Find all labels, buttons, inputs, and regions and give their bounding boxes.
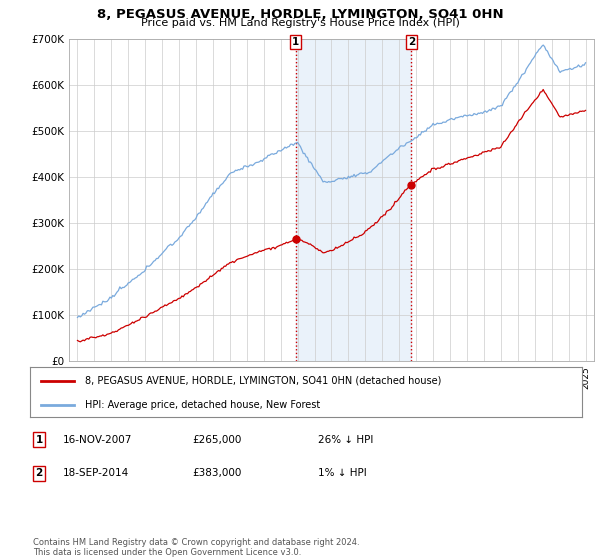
- Text: 18-SEP-2014: 18-SEP-2014: [63, 468, 129, 478]
- Text: 2: 2: [408, 37, 415, 47]
- Text: 1: 1: [292, 37, 299, 47]
- Text: 1% ↓ HPI: 1% ↓ HPI: [318, 468, 367, 478]
- Text: 2: 2: [35, 468, 43, 478]
- Text: 1: 1: [35, 435, 43, 445]
- Text: £383,000: £383,000: [192, 468, 241, 478]
- Text: 8, PEGASUS AVENUE, HORDLE, LYMINGTON, SO41 0HN: 8, PEGASUS AVENUE, HORDLE, LYMINGTON, SO…: [97, 8, 503, 21]
- Text: 16-NOV-2007: 16-NOV-2007: [63, 435, 133, 445]
- Text: HPI: Average price, detached house, New Forest: HPI: Average price, detached house, New …: [85, 400, 320, 409]
- Text: 8, PEGASUS AVENUE, HORDLE, LYMINGTON, SO41 0HN (detached house): 8, PEGASUS AVENUE, HORDLE, LYMINGTON, SO…: [85, 376, 442, 386]
- Text: 26% ↓ HPI: 26% ↓ HPI: [318, 435, 373, 445]
- Text: Price paid vs. HM Land Registry's House Price Index (HPI): Price paid vs. HM Land Registry's House …: [140, 18, 460, 29]
- Text: Contains HM Land Registry data © Crown copyright and database right 2024.
This d: Contains HM Land Registry data © Crown c…: [33, 538, 359, 557]
- Bar: [296, 39, 412, 361]
- Text: £265,000: £265,000: [192, 435, 241, 445]
